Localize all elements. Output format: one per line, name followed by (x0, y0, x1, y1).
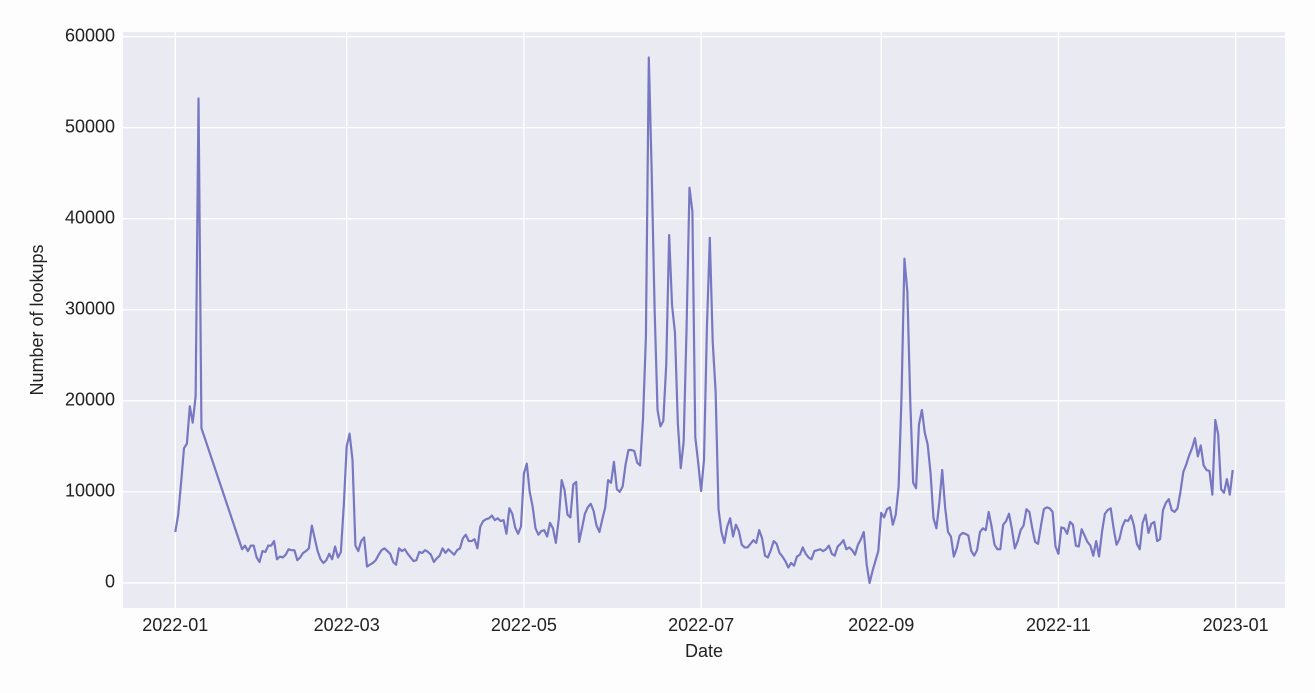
x-tick-label: 2022-01 (142, 615, 208, 635)
x-tick-label: 2023-01 (1203, 615, 1269, 635)
y-tick-label: 50000 (65, 116, 115, 136)
x-tick-label: 2022-09 (848, 615, 914, 635)
x-tick-label: 2022-05 (491, 615, 557, 635)
x-tick-label: 2022-11 (1026, 615, 1091, 635)
data-line (174, 56, 1234, 585)
x-tick-label: 2022-03 (314, 615, 380, 635)
x-tick-label: 2022-07 (668, 615, 734, 635)
y-tick-label: 40000 (65, 207, 115, 227)
x-axis-label: Date (685, 641, 723, 661)
y-tick-label: 60000 (65, 25, 115, 45)
plot-area (123, 32, 1285, 608)
y-tick-label: 30000 (65, 299, 115, 319)
y-tick-label: 10000 (65, 481, 115, 501)
y-axis-label: Number of lookups (27, 244, 47, 395)
y-tick-label: 20000 (65, 390, 115, 410)
y-tick-label: 0 (105, 572, 115, 592)
